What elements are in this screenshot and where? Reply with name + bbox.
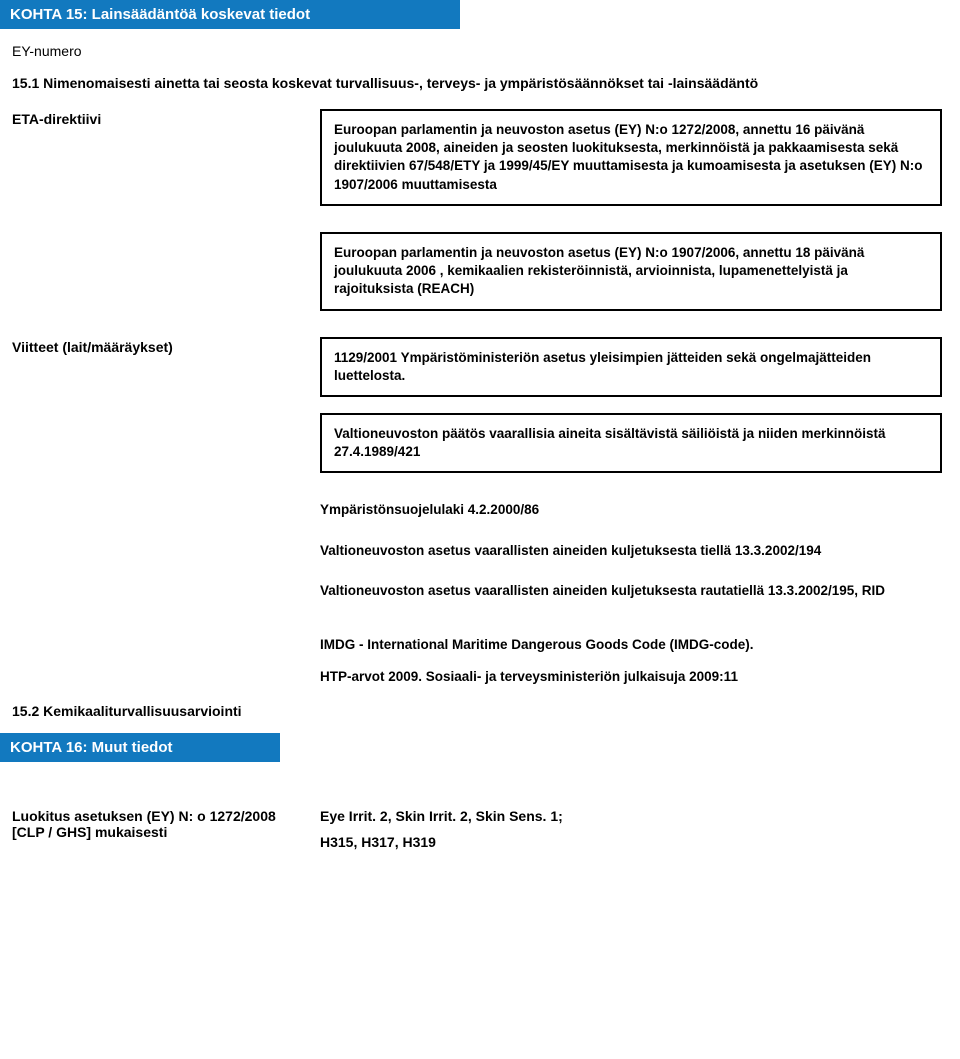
paatos-row: Valtioneuvoston päätös vaarallisia ainei… [0, 409, 960, 495]
reach-right: Euroopan parlamentin ja neuvoston asetus… [320, 228, 960, 333]
viitteet-framed-text: 1129/2001 Ympäristöministeriön asetus yl… [320, 337, 942, 397]
eta-right: Euroopan parlamentin ja neuvoston asetus… [320, 105, 960, 228]
luokitus-line-1: Eye Irrit. 2, Skin Irrit. 2, Skin Sens. … [320, 808, 948, 824]
ymparistolaki-text: Ympäristönsuojelulaki 4.2.2000/86 [320, 495, 950, 535]
eta-label: ETA-direktiivi [0, 105, 320, 133]
section-16-title: KOHTA 16: Muut tiedot [10, 739, 172, 756]
sub-15-2: 15.2 Kemikaaliturvallisuusarviointi [0, 703, 960, 733]
eta-framed-text: Euroopan parlamentin ja neuvoston asetus… [320, 109, 942, 206]
spacer [0, 762, 960, 790]
section-15-title: KOHTA 15: Lainsäädäntöä koskevat tiedot [10, 6, 310, 23]
reach-empty [0, 228, 320, 240]
luokitus-right: Eye Irrit. 2, Skin Irrit. 2, Skin Sens. … [320, 808, 960, 860]
ymparistolaki-row: Ympäristönsuojelulaki 4.2.2000/86 Valtio… [0, 495, 960, 702]
luokitus-label: Luokitus asetuksen (EY) N: o 1272/2008 [… [0, 808, 320, 840]
reach-framed-text: Euroopan parlamentin ja neuvoston asetus… [320, 232, 942, 311]
ey-numero-label: EY-numero [0, 35, 960, 69]
kuljetus-tie-text: Valtioneuvoston asetus vaarallisten aine… [320, 536, 950, 576]
luokitus-line-2: H315, H317, H319 [320, 834, 948, 850]
section-15-header: KOHTA 15: Lainsäädäntöä koskevat tiedot [0, 0, 460, 29]
paatos-right: Valtioneuvoston päätös vaarallisia ainei… [320, 409, 960, 495]
imdg-text: IMDG - International Maritime Dangerous … [320, 630, 950, 662]
ymp-empty [0, 495, 320, 507]
viitteet-label: Viitteet (lait/määräykset) [0, 333, 320, 361]
reach-row: Euroopan parlamentin ja neuvoston asetus… [0, 228, 960, 333]
ymp-right: Ympäristönsuojelulaki 4.2.2000/86 Valtio… [320, 495, 960, 702]
sub-15-1: 15.1 Nimenomaisesti ainetta tai seosta k… [0, 69, 960, 105]
paatos-framed-text: Valtioneuvoston päätös vaarallisia ainei… [320, 413, 942, 473]
luokitus-row: Luokitus asetuksen (EY) N: o 1272/2008 [… [0, 790, 960, 860]
htp-text: HTP-arvot 2009. Sosiaali- ja terveysmini… [320, 662, 950, 702]
viitteet-right: 1129/2001 Ympäristöministeriön asetus yl… [320, 333, 960, 409]
spacer [320, 616, 950, 630]
kuljetus-rauta-text: Valtioneuvoston asetus vaarallisten aine… [320, 576, 950, 616]
section-16-header: KOHTA 16: Muut tiedot [0, 733, 280, 762]
viitteet-row: Viitteet (lait/määräykset) 1129/2001 Ymp… [0, 333, 960, 409]
paatos-empty [0, 409, 320, 421]
eta-row: ETA-direktiivi Euroopan parlamentin ja n… [0, 105, 960, 228]
page: KOHTA 15: Lainsäädäntöä koskevat tiedot … [0, 0, 960, 860]
